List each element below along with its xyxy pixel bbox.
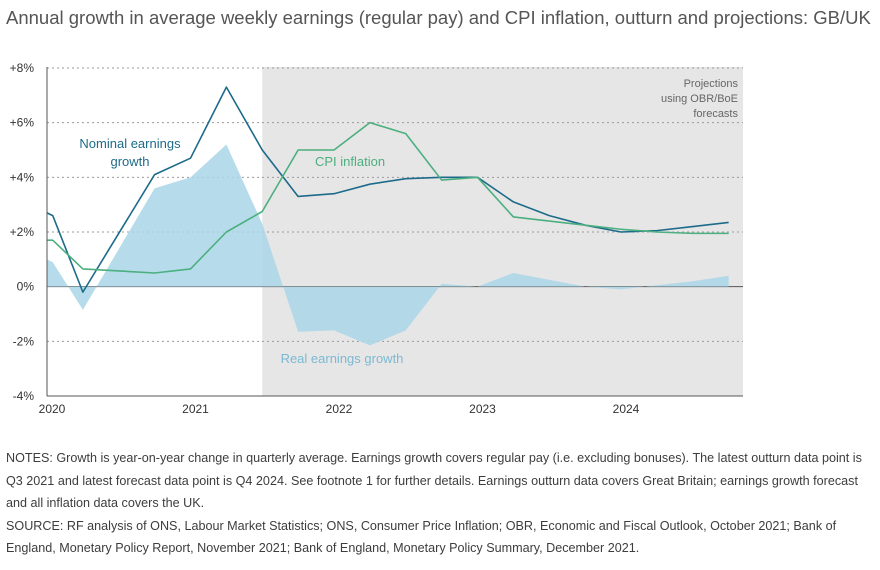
y-tick-label: -2% — [13, 334, 35, 348]
y-tick-label: +8% — [10, 61, 35, 75]
series-label: CPI inflation — [315, 154, 385, 169]
y-tick-label: +6% — [10, 116, 35, 130]
x-tick-label: 2020 — [39, 402, 66, 416]
x-tick-label: 2022 — [326, 402, 353, 416]
chart: +8% +6% +4% +2% 0% -2% -4% 2020 2021 2022 2023 2024… — [10, 61, 743, 416]
y-tick-label: -4% — [13, 389, 35, 403]
projection-label: Projections — [684, 78, 739, 90]
series-label: growth — [110, 154, 149, 169]
y-tick-label: +2% — [10, 225, 35, 239]
projection-label: using OBR/BoE — [661, 93, 738, 105]
y-tick-label: 0% — [17, 280, 35, 294]
projection-label: forecasts — [693, 108, 738, 120]
source-text: SOURCE: RF analysis of ONS, Labour Marke… — [6, 518, 837, 556]
notes-text: NOTES: Growth is year-on-year change in … — [6, 451, 862, 510]
series-label: Real earnings growth — [281, 351, 404, 366]
series-label: Nominal earnings — [79, 136, 181, 151]
series-line-nominal-earnings-growth — [46, 86, 729, 293]
y-tick-label: +4% — [10, 170, 35, 184]
series-area-real-earnings-growth — [47, 144, 729, 346]
series-line-cpi-inflation — [47, 121, 729, 274]
x-tick-label: 2021 — [182, 402, 209, 416]
chart-title: Annual growth in average weekly earnings… — [6, 7, 871, 28]
x-tick-label: 2023 — [469, 402, 496, 416]
chart-notes: NOTES: Growth is year-on-year change in … — [6, 447, 874, 560]
x-tick-label: 2024 — [613, 402, 640, 416]
